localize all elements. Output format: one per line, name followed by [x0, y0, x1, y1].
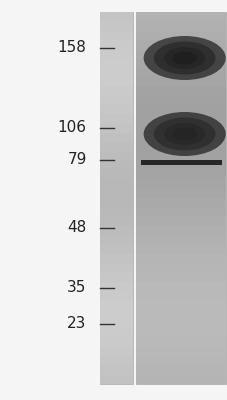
FancyBboxPatch shape: [100, 217, 133, 226]
FancyBboxPatch shape: [100, 31, 133, 40]
Ellipse shape: [172, 51, 196, 65]
FancyBboxPatch shape: [100, 328, 133, 338]
FancyBboxPatch shape: [100, 347, 133, 356]
FancyBboxPatch shape: [135, 68, 225, 77]
FancyBboxPatch shape: [100, 96, 133, 105]
FancyBboxPatch shape: [135, 375, 225, 384]
Ellipse shape: [163, 47, 204, 69]
Text: 106: 106: [57, 120, 86, 136]
FancyBboxPatch shape: [100, 254, 133, 263]
FancyBboxPatch shape: [135, 328, 225, 338]
FancyBboxPatch shape: [100, 12, 133, 21]
FancyBboxPatch shape: [135, 282, 225, 291]
FancyBboxPatch shape: [100, 105, 133, 114]
FancyBboxPatch shape: [135, 179, 225, 189]
FancyBboxPatch shape: [135, 226, 225, 235]
Text: 35: 35: [67, 280, 86, 296]
FancyBboxPatch shape: [0, 12, 100, 384]
FancyBboxPatch shape: [100, 40, 133, 49]
FancyBboxPatch shape: [100, 58, 133, 68]
FancyBboxPatch shape: [100, 142, 133, 152]
FancyBboxPatch shape: [135, 272, 225, 282]
FancyBboxPatch shape: [135, 170, 225, 179]
FancyBboxPatch shape: [100, 152, 133, 161]
FancyBboxPatch shape: [135, 263, 225, 272]
FancyBboxPatch shape: [100, 291, 133, 300]
FancyBboxPatch shape: [135, 217, 225, 226]
FancyBboxPatch shape: [100, 226, 133, 235]
Ellipse shape: [172, 127, 196, 141]
FancyBboxPatch shape: [135, 235, 225, 244]
FancyBboxPatch shape: [135, 142, 225, 152]
FancyBboxPatch shape: [100, 244, 133, 254]
FancyBboxPatch shape: [135, 244, 225, 254]
FancyBboxPatch shape: [100, 170, 133, 179]
FancyBboxPatch shape: [135, 338, 225, 347]
FancyBboxPatch shape: [100, 319, 133, 328]
FancyBboxPatch shape: [135, 347, 225, 356]
FancyBboxPatch shape: [135, 152, 225, 161]
FancyBboxPatch shape: [100, 282, 133, 291]
FancyBboxPatch shape: [100, 114, 133, 124]
FancyBboxPatch shape: [135, 86, 225, 96]
Ellipse shape: [153, 42, 215, 74]
Text: 79: 79: [67, 152, 86, 168]
FancyBboxPatch shape: [135, 49, 225, 58]
FancyBboxPatch shape: [100, 338, 133, 347]
FancyBboxPatch shape: [135, 114, 225, 124]
FancyBboxPatch shape: [100, 68, 133, 77]
FancyBboxPatch shape: [135, 319, 225, 328]
FancyBboxPatch shape: [100, 198, 133, 207]
FancyBboxPatch shape: [135, 58, 225, 68]
Text: 23: 23: [67, 316, 86, 332]
FancyBboxPatch shape: [135, 161, 225, 170]
FancyBboxPatch shape: [100, 124, 133, 133]
FancyBboxPatch shape: [100, 21, 133, 31]
FancyBboxPatch shape: [100, 235, 133, 244]
FancyBboxPatch shape: [135, 356, 225, 366]
FancyBboxPatch shape: [135, 133, 225, 142]
Text: 158: 158: [57, 40, 86, 56]
FancyBboxPatch shape: [135, 198, 225, 207]
FancyBboxPatch shape: [100, 12, 133, 384]
FancyBboxPatch shape: [100, 161, 133, 170]
FancyBboxPatch shape: [135, 21, 225, 31]
FancyBboxPatch shape: [135, 124, 225, 133]
FancyBboxPatch shape: [100, 86, 133, 96]
FancyBboxPatch shape: [135, 291, 225, 300]
FancyBboxPatch shape: [100, 272, 133, 282]
Ellipse shape: [163, 123, 204, 145]
Text: 48: 48: [67, 220, 86, 236]
FancyBboxPatch shape: [100, 310, 133, 319]
FancyBboxPatch shape: [100, 77, 133, 86]
FancyBboxPatch shape: [135, 105, 225, 114]
Ellipse shape: [153, 118, 215, 150]
Ellipse shape: [143, 112, 225, 156]
FancyBboxPatch shape: [135, 189, 225, 198]
FancyBboxPatch shape: [100, 375, 133, 384]
FancyBboxPatch shape: [135, 96, 225, 105]
FancyBboxPatch shape: [100, 366, 133, 375]
FancyBboxPatch shape: [100, 263, 133, 272]
FancyBboxPatch shape: [100, 300, 133, 310]
FancyBboxPatch shape: [135, 254, 225, 263]
FancyBboxPatch shape: [100, 356, 133, 366]
FancyBboxPatch shape: [100, 189, 133, 198]
FancyBboxPatch shape: [100, 207, 133, 217]
FancyBboxPatch shape: [100, 133, 133, 142]
FancyBboxPatch shape: [135, 31, 225, 40]
FancyBboxPatch shape: [135, 366, 225, 375]
FancyBboxPatch shape: [141, 160, 221, 165]
FancyBboxPatch shape: [135, 300, 225, 310]
FancyBboxPatch shape: [100, 179, 133, 189]
FancyBboxPatch shape: [135, 207, 225, 217]
FancyBboxPatch shape: [135, 77, 225, 86]
FancyBboxPatch shape: [100, 49, 133, 58]
FancyBboxPatch shape: [135, 12, 225, 21]
FancyBboxPatch shape: [135, 310, 225, 319]
FancyBboxPatch shape: [135, 40, 225, 49]
FancyBboxPatch shape: [135, 12, 225, 384]
Ellipse shape: [143, 36, 225, 80]
